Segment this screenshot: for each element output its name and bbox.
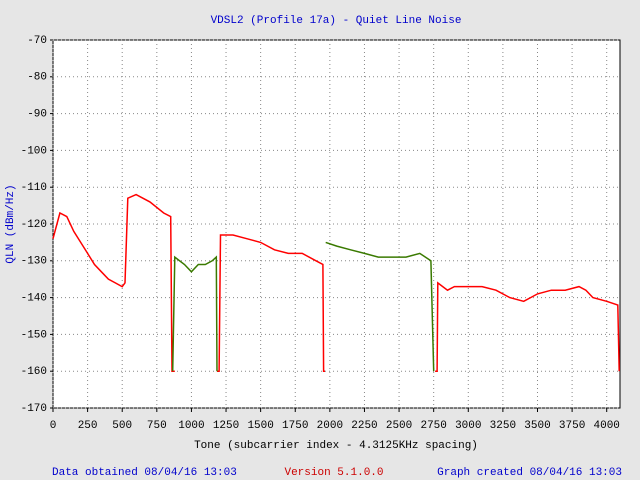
y-tick-label: -130: [21, 256, 47, 268]
y-tick-label: -90: [27, 109, 47, 121]
x-tick-label: 3250: [490, 420, 516, 432]
x-tick-label: 500: [112, 420, 132, 432]
footer-left: Data obtained 08/04/16 13:03: [52, 467, 237, 479]
data-line: [52, 193, 620, 372]
x-axis-label: Tone (subcarrier index - 4.3125KHz spaci…: [194, 440, 478, 452]
y-tick-label: -140: [21, 293, 47, 305]
x-tick-label: 2000: [317, 420, 343, 432]
x-tick-label: 1250: [213, 420, 239, 432]
x-tick-label: 1000: [178, 420, 204, 432]
x-tick-label: 1500: [247, 420, 273, 432]
y-tick-label: -100: [21, 145, 47, 157]
chart-title: VDSL2 (Profile 17a) - Quiet Line Noise: [211, 15, 462, 27]
footer-right: Graph created 08/04/16 13:03: [437, 467, 622, 479]
y-tick-label: -70: [27, 35, 47, 47]
x-tick-label: 1750: [282, 420, 308, 432]
x-tick-label: 750: [147, 420, 167, 432]
x-tick-label: 0: [50, 420, 57, 432]
y-tick-label: -110: [21, 182, 47, 194]
x-tick-label: 250: [78, 420, 98, 432]
y-tick-label: -160: [21, 366, 47, 378]
footer-center: Version 5.1.0.0: [284, 467, 383, 479]
data-line: [171, 241, 435, 372]
x-tick-label: 3750: [559, 420, 585, 432]
y-tick-label: -170: [21, 403, 47, 415]
x-tick-label: 2500: [386, 420, 412, 432]
y-tick-label: -150: [21, 329, 47, 341]
plot-area: [52, 39, 621, 409]
y-axis-label: QLN (dBm/Hz): [5, 184, 17, 263]
x-tick-label: 3500: [524, 420, 550, 432]
x-tick-label: 2250: [351, 420, 377, 432]
x-tick-label: 4000: [594, 420, 620, 432]
y-tick-label: -120: [21, 219, 47, 231]
y-tick-label: -80: [27, 72, 47, 84]
x-tick-label: 3000: [455, 420, 481, 432]
x-tick-label: 2750: [420, 420, 446, 432]
